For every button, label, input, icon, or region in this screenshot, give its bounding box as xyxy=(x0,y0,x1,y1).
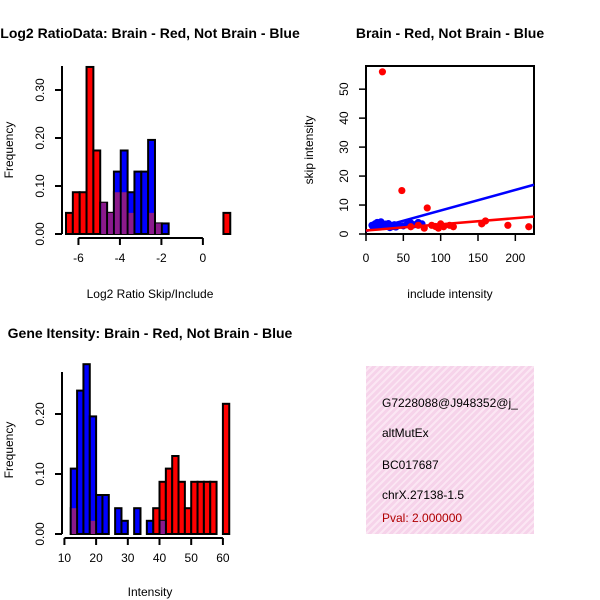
event-type: altMutEx xyxy=(382,426,429,440)
hist-ratio-bar-brain-1 xyxy=(71,191,81,236)
accession: BC017687 xyxy=(382,458,439,472)
scatter-x-tick-label-0: 0 xyxy=(363,251,370,265)
scatter-y-tick-label-3: 30 xyxy=(337,140,351,154)
hist-intensity-bar-notbrain-5 xyxy=(101,494,110,535)
scatter-x-tick-label-2: 100 xyxy=(431,251,451,265)
hist-ratio-chart: Log2 RatioData: Brain - Red, Not Brain -… xyxy=(0,25,300,301)
scatter-y-tick-label-4: 40 xyxy=(337,111,351,125)
scatter-y-tick-label-0: 0 xyxy=(337,230,351,237)
hist-intensity-x-tick-label-3: 40 xyxy=(153,551,167,565)
hist-ratio-bar-overlap-9 xyxy=(128,212,134,234)
hist-intensity-title: Gene Itensity: Brain - Red, Not Brain - … xyxy=(8,325,293,341)
hist-ratio-y-tick-label-3: 0.30 xyxy=(33,78,47,102)
hist-intensity-x-tick-label-2: 30 xyxy=(121,551,135,565)
hist-intensity-x-tick-label-0: 10 xyxy=(58,551,72,565)
hist-ratio-x-tick-label-3: 0 xyxy=(200,251,207,265)
hist-intensity-y-tick-label-2: 0.20 xyxy=(33,402,47,426)
scatter-title: Brain - Red, Not Brain - Blue xyxy=(356,25,544,41)
scatter-point-brain-11 xyxy=(504,221,512,229)
hist-intensity-bar-overlap-0 xyxy=(71,508,77,534)
scatter-x-tick-label-1: 50 xyxy=(397,251,411,265)
scatter-point-brain-12 xyxy=(525,223,533,231)
scatter-x-tick-label-4: 200 xyxy=(505,251,525,265)
scatter-trend-notbrain xyxy=(365,183,535,233)
info-panel: G7228088@J948352@j_ altMutEx BC017687 ch… xyxy=(366,366,534,534)
hist-ratio-bar-overlap-6 xyxy=(108,212,113,234)
scatter-trend-brain xyxy=(365,215,535,232)
hist-ratio-title: Log2 RatioData: Brain - Red, Not Brain -… xyxy=(0,25,300,41)
hist-intensity-x-tick-label-4: 50 xyxy=(185,551,199,565)
hist-intensity-x-tick-label-1: 20 xyxy=(89,551,103,565)
scatter-y-tick-label-2: 20 xyxy=(337,169,351,183)
hist-ratio-x-tick-label-0: -6 xyxy=(73,251,84,265)
hist-intensity-bar-notbrain-8 xyxy=(133,507,142,536)
hist-intensity-bar-overlap-1 xyxy=(90,520,96,534)
scatter-y-tick-label-5: 50 xyxy=(337,82,351,96)
hist-ratio-y-tick-label-2: 0.20 xyxy=(33,126,47,150)
hist-intensity-ylabel: Frequency xyxy=(2,422,16,479)
hist-intensity-chart: Gene Itensity: Brain - Red, Not Brain - … xyxy=(2,325,293,599)
hist-ratio-x-tick-label-1: -4 xyxy=(115,251,126,265)
hist-ratio-y-tick-label-0: 0.00 xyxy=(33,222,47,246)
hist-intensity-x-tick-label-5: 60 xyxy=(216,551,230,565)
hist-intensity-xlabel: Intensity xyxy=(128,585,173,599)
hist-intensity-bar-brain-12 xyxy=(221,402,231,535)
scatter-y-tick-label-1: 10 xyxy=(337,198,351,212)
hist-ratio-bar-brain-0 xyxy=(65,211,74,236)
scatter-x-tick-label-3: 150 xyxy=(468,251,488,265)
scatter-ylabel: skip intensity xyxy=(302,116,316,185)
hist-ratio-bar-overlap-7 xyxy=(114,192,120,234)
hist-ratio-bar-overlap-8 xyxy=(121,192,127,234)
hist-ratio-xlabel: Log2 Ratio Skip/Include xyxy=(87,287,214,301)
hist-intensity-y-tick-label-1: 0.10 xyxy=(33,462,47,486)
hist-intensity-bar-brain-11 xyxy=(209,480,218,535)
hist-ratio-bar-notbrain-9 xyxy=(160,222,170,236)
hist-ratio-bar-brain-2 xyxy=(78,191,88,236)
hist-ratio-bar-overlap-11 xyxy=(155,223,161,234)
scatter-point-brain-1 xyxy=(398,186,406,195)
hist-ratio-bar-notbrain-6 xyxy=(140,170,150,236)
scatter-plot-box xyxy=(365,65,535,235)
hist-ratio-bar-overlap-10 xyxy=(149,212,154,234)
scatter-chart: Brain - Red, Not Brain - Blue 0 50 100 150 2… xyxy=(302,25,544,301)
hist-intensity-bar-overlap-3 xyxy=(160,520,165,534)
hist-intensity-bar-notbrain-7 xyxy=(120,519,129,535)
hist-intensity-y-tick-label-0: 0.00 xyxy=(33,522,47,546)
hist-ratio-y-tick-label-1: 0.10 xyxy=(33,174,47,198)
pval: Pval: 2.000000 xyxy=(382,511,463,525)
event-id: G7228088@J948352@j_ xyxy=(382,396,518,410)
scatter-point-brain-2 xyxy=(423,204,431,212)
hist-ratio-bar-brain-3 xyxy=(85,65,95,235)
hist-ratio-bar-overlap-5 xyxy=(101,202,107,234)
hist-intensity-bar-notbrain-9 xyxy=(145,519,155,535)
scatter-point-brain-0 xyxy=(378,68,387,76)
hist-ratio-bar-brain-4 xyxy=(92,149,102,235)
scatter-xlabel: include intensity xyxy=(407,287,492,301)
location: chrX.27138-1.5 xyxy=(382,488,465,502)
hist-ratio-bar-brain-12 xyxy=(222,211,232,236)
hist-ratio-ylabel: Frequency xyxy=(2,122,16,179)
hist-ratio-bar-notbrain-5 xyxy=(133,170,143,236)
scatter-point-brain-8 xyxy=(449,223,457,231)
hist-ratio-x-tick-label-2: -2 xyxy=(156,251,167,265)
